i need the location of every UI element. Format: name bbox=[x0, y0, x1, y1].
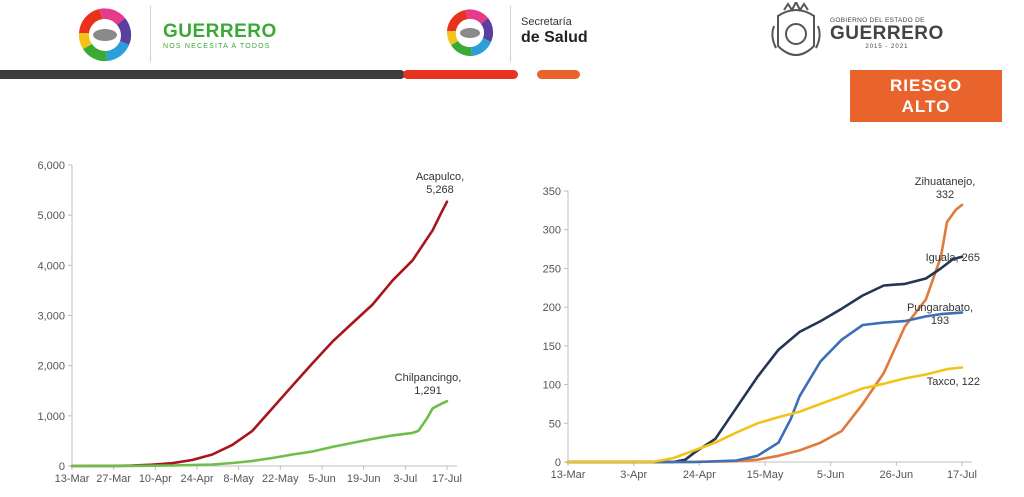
x-tick-label: 5-Jun bbox=[308, 473, 336, 485]
x-tick-label: 22-May bbox=[262, 473, 299, 485]
series-label-chilpancingo: Chilpancingo, bbox=[395, 372, 462, 384]
divider bbox=[150, 6, 151, 62]
x-tick-label: 24-Apr bbox=[180, 473, 213, 485]
y-tick-label: 1,000 bbox=[37, 411, 65, 423]
series-label-pungarabato: 193 bbox=[931, 315, 949, 327]
secretaria-salud: Secretaría de Salud bbox=[521, 15, 588, 47]
series-label-zihuatanejo: 332 bbox=[936, 189, 954, 201]
x-tick-label: 8-May bbox=[223, 473, 254, 485]
x-tick-label: 24-Apr bbox=[683, 469, 716, 481]
x-tick-label: 26-Jun bbox=[880, 469, 914, 481]
series-label-iguala: Iguala, 265 bbox=[926, 252, 980, 264]
x-tick-label: 15-May bbox=[747, 469, 784, 481]
x-tick-label: 13-Mar bbox=[551, 469, 586, 481]
gobierno-line2: GUERRERO bbox=[830, 23, 944, 44]
series-line-pungarabato bbox=[566, 311, 964, 464]
series-label-acapulco: Acapulco, bbox=[416, 171, 464, 183]
header-bar-red bbox=[403, 70, 518, 79]
series-line-chilpancingo bbox=[70, 399, 449, 468]
y-tick-label: 0 bbox=[555, 457, 561, 469]
risk-line1: RIESGO bbox=[889, 76, 963, 95]
series-line-zihuatanejo bbox=[566, 203, 964, 464]
secretaria-logo bbox=[446, 9, 494, 57]
x-tick-label: 5-Jun bbox=[817, 469, 845, 481]
x-tick-label: 17-Jul bbox=[432, 473, 462, 485]
gobierno-line1: GOBIERNO DEL ESTADO DE bbox=[830, 17, 925, 24]
guerrero-logo bbox=[78, 8, 132, 62]
y-tick-label: 150 bbox=[543, 341, 561, 353]
series-label-pungarabato: Pungarabato, bbox=[907, 302, 973, 314]
y-tick-label: 350 bbox=[543, 186, 561, 198]
brand-name: GUERRERO bbox=[163, 21, 277, 42]
x-tick-label: 13-Mar bbox=[55, 473, 90, 485]
header: GUERRERO NOS NECESITA A TODOS Secretaría… bbox=[0, 0, 1024, 70]
x-tick-label: 3-Apr bbox=[620, 469, 647, 481]
y-tick-label: 300 bbox=[543, 225, 561, 237]
series-label-acapulco: 5,268 bbox=[426, 184, 454, 196]
x-tick-label: 10-Apr bbox=[139, 473, 172, 485]
series-label-zihuatanejo: Zihuatanejo, bbox=[915, 176, 976, 188]
divider bbox=[510, 6, 511, 62]
y-tick-label: 200 bbox=[543, 302, 561, 314]
x-tick-label: 17-Jul bbox=[947, 469, 977, 481]
chart-municipios: 0 50 100 150 200 250 300 350 13-Mar 3-Apr 24-Apr 15… bbox=[543, 176, 980, 481]
chart-acapulco-chilpancingo: 0 1,000 2,000 3,000 4,000 5,000 6,000 13-Mar 27-… bbox=[37, 160, 464, 485]
y-tick-label: 3,000 bbox=[37, 311, 65, 323]
header-bar-dark bbox=[0, 70, 405, 79]
brand-text: GUERRERO NOS NECESITA A TODOS bbox=[163, 22, 277, 51]
secretaria-line2: de Salud bbox=[521, 29, 588, 46]
risk-badge: RIESGO ALTO bbox=[850, 70, 1002, 122]
secretaria-line1: Secretaría bbox=[521, 16, 572, 28]
y-tick-label: 6,000 bbox=[37, 160, 65, 172]
series-label-chilpancingo: 1,291 bbox=[414, 385, 442, 397]
y-tick-label: 2,000 bbox=[37, 361, 65, 373]
header-bar-orange bbox=[537, 70, 580, 79]
series-line-acapulco bbox=[70, 200, 449, 468]
gobierno-text: GOBIERNO DEL ESTADO DE GUERRERO 2015 - 2… bbox=[830, 17, 944, 50]
y-tick-label: 250 bbox=[543, 263, 561, 275]
risk-line2: ALTO bbox=[901, 97, 951, 116]
y-tick-label: 50 bbox=[549, 418, 561, 430]
x-tick-label: 19-Jun bbox=[347, 473, 381, 485]
y-tick-label: 0 bbox=[59, 461, 65, 473]
y-tick-label: 4,000 bbox=[37, 260, 65, 272]
gobierno-years: 2015 - 2021 bbox=[865, 44, 909, 50]
gobierno-seal-icon bbox=[771, 2, 821, 56]
x-tick-label: 27-Mar bbox=[96, 473, 131, 485]
x-tick-label: 3-Jul bbox=[393, 473, 417, 485]
y-tick-label: 100 bbox=[543, 380, 561, 392]
brand-tagline: NOS NECESITA A TODOS bbox=[163, 43, 271, 50]
series-label-taxco: Taxco, 122 bbox=[927, 376, 980, 388]
series-line-taxco bbox=[566, 366, 964, 464]
y-tick-label: 5,000 bbox=[37, 210, 65, 222]
series-line-iguala bbox=[566, 255, 964, 464]
